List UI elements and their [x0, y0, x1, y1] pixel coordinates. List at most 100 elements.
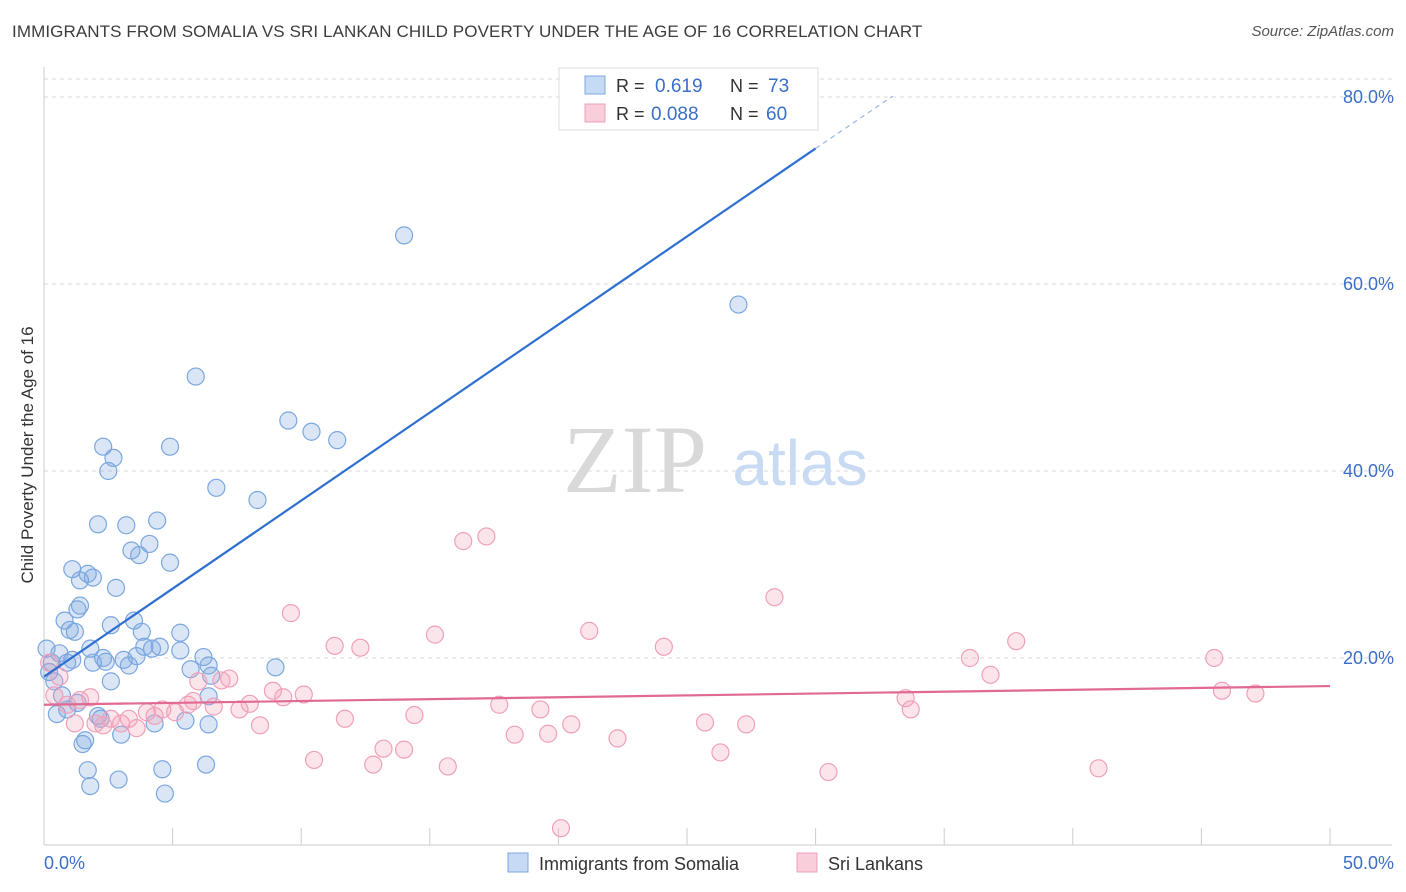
point-srilanka: [81, 688, 100, 707]
point-srilanka: [374, 739, 393, 758]
watermark-atlas: atlas: [732, 427, 867, 499]
point-somalia: [248, 490, 267, 510]
gridlines: [44, 78, 1392, 659]
point-somalia: [127, 647, 146, 666]
point-srilanka: [505, 725, 524, 744]
point-somalia: [155, 784, 174, 803]
legend-r-label-somalia: R =: [616, 76, 645, 96]
point-somalia: [171, 641, 190, 660]
point-somalia: [266, 658, 285, 677]
point-somalia: [160, 437, 180, 456]
point-srilanka: [1212, 681, 1232, 700]
point-somalia: [101, 672, 120, 691]
point-somalia: [160, 553, 180, 572]
point-somalia: [279, 411, 298, 430]
point-somalia: [94, 437, 113, 456]
point-somalia: [76, 731, 95, 750]
legend-n-value-srilanka: 60: [766, 104, 787, 125]
series-legend-swatch-srilanka: [796, 852, 818, 873]
stats-legend: R = 0.619 N = 73 R = 0.088 N = 60: [558, 67, 819, 131]
point-somalia: [394, 226, 414, 245]
point-srilanka: [608, 729, 627, 748]
legend-n-value-somalia: 73: [768, 76, 789, 97]
point-srilanka: [405, 705, 424, 725]
series-legend: Immigrants from Somalia Sri Lankans: [507, 852, 923, 874]
point-srilanka: [477, 527, 496, 546]
point-srilanka: [263, 681, 283, 700]
point-somalia: [65, 622, 84, 641]
point-srilanka: [765, 588, 784, 607]
watermark-zip: ZIP: [563, 406, 707, 513]
point-somalia: [328, 431, 347, 450]
point-somalia: [302, 422, 321, 441]
point-srilanka: [294, 685, 313, 704]
point-somalia: [148, 511, 167, 530]
point-srilanka: [960, 648, 980, 668]
point-srilanka: [394, 740, 414, 759]
point-srilanka: [539, 724, 558, 743]
point-srilanka: [204, 697, 223, 716]
source-label: Source: ZipAtlas.com: [1251, 23, 1394, 40]
trend-line-somalia-extension: [815, 95, 894, 149]
point-somalia: [83, 653, 102, 672]
point-somalia: [171, 623, 190, 642]
y-tick-label: 20.0%: [1343, 648, 1394, 668]
legend-n-label-somalia: N =: [730, 76, 759, 96]
point-srilanka: [119, 709, 138, 728]
y-tick-label: 60.0%: [1343, 274, 1394, 294]
y-tick-labels: 20.0% 40.0% 60.0% 80.0%: [1343, 87, 1394, 668]
point-somalia: [70, 596, 90, 615]
point-somalia: [199, 715, 218, 734]
point-somalia: [196, 755, 216, 774]
chart-title: IMMIGRANTS FROM SOMALIA VS SRI LANKAN CH…: [12, 22, 923, 41]
point-srilanka: [551, 819, 571, 838]
axes: [43, 67, 1392, 846]
x-tick-labels: 0.0% 50.0%: [44, 853, 1394, 873]
point-srilanka: [1246, 684, 1265, 703]
point-srilanka: [250, 716, 270, 735]
point-srilanka: [711, 743, 730, 762]
point-srilanka: [325, 636, 344, 655]
point-somalia: [96, 652, 115, 671]
point-somalia: [104, 448, 123, 468]
watermark: ZIP atlas: [563, 406, 868, 513]
point-srilanka: [40, 653, 59, 672]
point-srilanka: [127, 719, 146, 738]
point-somalia: [729, 295, 748, 314]
point-srilanka: [364, 755, 383, 774]
trend-lines: [43, 95, 1331, 706]
point-somalia: [119, 656, 138, 675]
point-somalia: [81, 776, 100, 796]
data-points: [37, 226, 1265, 838]
point-srilanka: [454, 532, 473, 551]
point-srilanka: [490, 695, 509, 714]
point-srilanka: [184, 691, 203, 711]
point-somalia: [153, 760, 172, 779]
point-srilanka: [1205, 648, 1224, 668]
legend-r-label-srilanka: R =: [616, 104, 645, 124]
trend-line-srilanka: [43, 684, 1331, 706]
point-srilanka: [901, 700, 920, 719]
point-srilanka: [438, 757, 457, 776]
y-tick-label: 40.0%: [1343, 461, 1394, 481]
series-legend-swatch-somalia: [507, 852, 529, 873]
point-srilanka: [274, 688, 293, 707]
point-somalia: [117, 516, 136, 535]
point-srilanka: [562, 715, 581, 734]
point-somalia: [199, 656, 218, 675]
trend-line-somalia: [43, 147, 817, 678]
series-legend-label-srilanka: Sri Lankans: [828, 854, 923, 874]
point-somalia: [130, 546, 149, 565]
legend-r-value-srilanka: 0.088: [651, 104, 699, 125]
point-somalia: [106, 578, 126, 597]
legend-n-label-srilanka: N =: [730, 104, 759, 124]
point-srilanka: [695, 713, 715, 732]
x-tick-label-min: 0.0%: [44, 853, 85, 873]
point-srilanka: [531, 700, 550, 719]
point-srilanka: [335, 709, 355, 728]
point-srilanka: [1007, 632, 1026, 651]
y-tick-label: 80.0%: [1343, 87, 1394, 107]
x-tick-label-max: 50.0%: [1343, 853, 1394, 873]
point-srilanka: [65, 714, 84, 733]
